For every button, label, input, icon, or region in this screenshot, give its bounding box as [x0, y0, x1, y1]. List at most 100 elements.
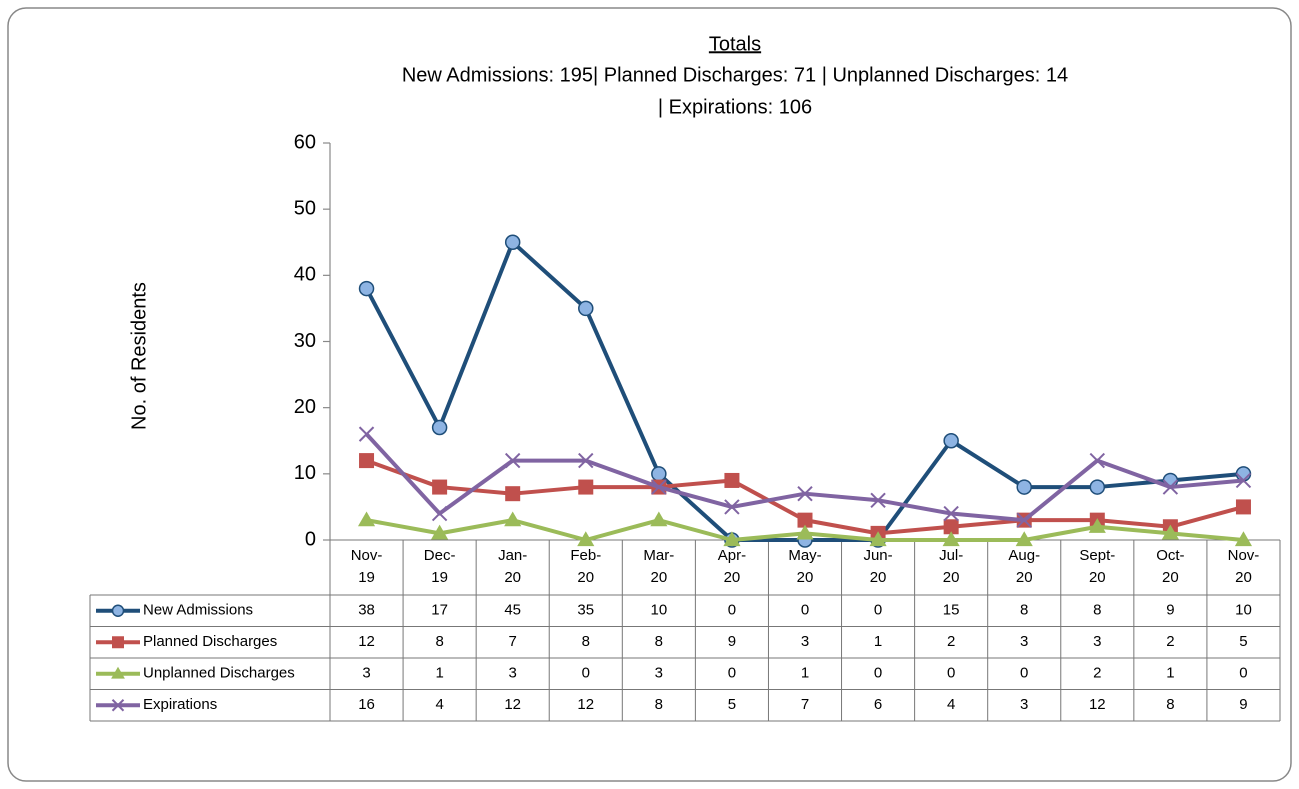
table-cell: 0	[728, 602, 736, 619]
legend-label: Expirations	[143, 696, 217, 713]
x-tick-label: Aug-20	[1008, 547, 1040, 586]
table-cell: 0	[947, 665, 955, 682]
marker	[111, 699, 125, 712]
table-cell: 38	[358, 602, 375, 619]
marker	[1089, 452, 1106, 469]
marker	[1016, 512, 1032, 528]
table-cell: 7	[509, 633, 517, 650]
table-cell: 10	[651, 602, 668, 619]
marker	[724, 499, 740, 515]
marker	[358, 426, 375, 442]
marker	[724, 472, 740, 488]
table-cell: 5	[728, 696, 736, 713]
table-cell: 0	[582, 665, 590, 682]
table-cell: 3	[655, 665, 663, 682]
x-tick-label: Nov-19	[351, 547, 383, 586]
x-tick-label: Jul-20	[939, 547, 963, 586]
x-tick-label: Mar-20	[643, 547, 674, 586]
table-cell: 0	[1239, 665, 1247, 682]
table-cell: 16	[358, 696, 375, 713]
marker	[577, 531, 595, 547]
table-cell: 10	[1235, 602, 1252, 619]
marker	[431, 524, 449, 540]
marker	[650, 511, 668, 527]
marker	[578, 452, 594, 469]
x-tick-label: Oct-20	[1156, 547, 1184, 586]
table-cell: 4	[947, 696, 955, 713]
table-cell: 7	[801, 696, 809, 713]
table-cell: 15	[943, 602, 960, 619]
y-tick-label: 40	[294, 264, 316, 286]
table-cell: 9	[1239, 696, 1247, 713]
marker	[797, 485, 813, 502]
marker	[651, 466, 667, 482]
y-tick-label: 0	[305, 528, 316, 550]
legend-label: New Admissions	[143, 602, 253, 619]
table-cell: 2	[947, 633, 955, 650]
table-cell: 12	[577, 696, 594, 713]
chart-frame	[7, 7, 1292, 782]
marker	[1235, 466, 1252, 482]
table-cell: 5	[1239, 633, 1247, 650]
table-cell: 0	[1020, 665, 1028, 682]
table-cell: 1	[435, 665, 443, 682]
marker	[504, 452, 521, 469]
marker	[359, 453, 375, 469]
table-cell: 12	[504, 696, 521, 713]
chart-subtitle: | Expirations: 106	[658, 96, 812, 118]
marker	[651, 479, 667, 495]
marker	[943, 505, 959, 522]
marker	[1015, 531, 1033, 547]
legend-label: Planned Discharges	[143, 633, 277, 650]
y-tick-label: 30	[294, 330, 316, 352]
table-cell: 0	[801, 602, 809, 619]
x-tick-label: Jan-20	[498, 547, 527, 586]
table-cell: 3	[801, 633, 809, 650]
marker	[870, 492, 886, 509]
table-cell: 9	[1166, 602, 1174, 619]
table-cell: 2	[1166, 633, 1174, 650]
marker	[1161, 524, 1179, 540]
marker	[578, 300, 594, 317]
marker	[796, 524, 814, 540]
y-axis-label: No. of Residents	[128, 282, 150, 430]
marker	[578, 479, 594, 495]
table-cell: 3	[1020, 696, 1028, 713]
table-cell: 0	[874, 602, 882, 619]
table-cell: 35	[577, 602, 594, 619]
marker	[1016, 479, 1032, 495]
marker	[1162, 479, 1179, 495]
marker	[357, 511, 376, 527]
table-cell: 1	[1166, 665, 1174, 682]
table-cell: 3	[1020, 633, 1028, 650]
marker	[943, 433, 959, 449]
table-cell: 6	[874, 696, 882, 713]
legend-label: Unplanned Discharges	[143, 665, 295, 682]
x-tick-label: May-20	[788, 547, 821, 586]
marker	[431, 505, 448, 522]
table-cell: 4	[435, 696, 443, 713]
table-cell: 8	[582, 633, 590, 650]
marker	[432, 479, 448, 495]
marker	[869, 531, 887, 547]
table-cell: 8	[655, 696, 663, 713]
y-tick-label: 50	[294, 197, 316, 219]
marker	[504, 511, 522, 527]
table-cell: 8	[1166, 696, 1174, 713]
table-cell: 1	[874, 633, 882, 650]
y-tick-label: 10	[294, 462, 316, 484]
table-cell: 3	[362, 665, 370, 682]
marker	[431, 419, 448, 436]
marker	[112, 636, 124, 649]
marker	[358, 280, 375, 297]
table-cell: 8	[1020, 602, 1028, 619]
x-tick-label: Apr-20	[718, 547, 746, 586]
y-tick-label: 60	[294, 131, 316, 153]
table-cell: 8	[1093, 602, 1101, 619]
marker	[942, 531, 960, 547]
marker	[1234, 531, 1253, 547]
x-tick-label: Sept-20	[1079, 547, 1115, 586]
table-cell: 2	[1093, 665, 1101, 682]
table-cell: 9	[728, 633, 736, 650]
